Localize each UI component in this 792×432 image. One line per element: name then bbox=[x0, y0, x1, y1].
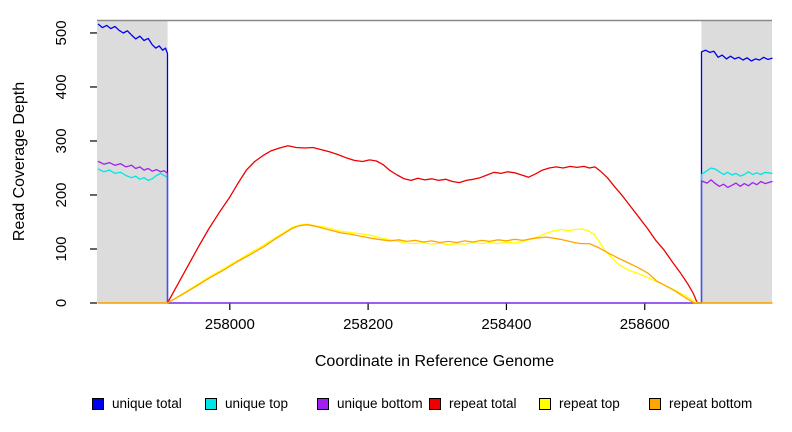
x-tick-label: 258600 bbox=[620, 316, 670, 333]
legend-item-repeat-bottom: repeat bottom bbox=[649, 396, 752, 412]
legend-item-repeat-total: repeat total bbox=[429, 396, 517, 412]
legend-label-unique-bottom: unique bottom bbox=[337, 396, 423, 411]
shaded-region-left bbox=[97, 20, 168, 303]
legend-swatch-unique-total bbox=[92, 398, 104, 410]
series-line-repeat-total bbox=[97, 145, 773, 304]
legend-label-repeat-top: repeat top bbox=[559, 396, 620, 411]
x-axis-title: Coordinate in Reference Genome bbox=[315, 353, 554, 370]
shaded-region-right bbox=[701, 20, 772, 303]
y-tick-label: 300 bbox=[53, 128, 70, 153]
x-tick-label: 258000 bbox=[205, 316, 255, 333]
legend-swatch-repeat-total bbox=[429, 398, 441, 410]
y-tick-label: 200 bbox=[53, 182, 70, 207]
y-tick-label: 0 bbox=[53, 299, 70, 307]
y-tick-label: 500 bbox=[53, 20, 70, 45]
legend-label-unique-top: unique top bbox=[225, 396, 289, 411]
x-tick-label: 258400 bbox=[481, 316, 531, 333]
y-tick-label: 400 bbox=[53, 74, 70, 99]
y-axis-title: Read Coverage Depth bbox=[11, 82, 28, 241]
legend: unique total unique top unique bottom repea… bbox=[0, 396, 792, 416]
series-line-repeat-bottom bbox=[97, 224, 773, 304]
legend-label-repeat-bottom: repeat bottom bbox=[669, 396, 753, 411]
legend-swatch-repeat-top bbox=[539, 398, 551, 410]
legend-item-unique-bottom: unique bottom bbox=[317, 396, 423, 412]
legend-item-unique-total: unique total bbox=[92, 396, 182, 412]
legend-label-unique-total: unique total bbox=[112, 396, 182, 411]
series-line-unique-total bbox=[97, 23, 773, 304]
legend-swatch-unique-top bbox=[205, 398, 217, 410]
legend-swatch-repeat-bottom bbox=[649, 398, 661, 410]
series-line-unique-bottom bbox=[97, 160, 773, 304]
series-line-repeat-top bbox=[97, 223, 773, 304]
legend-item-repeat-top: repeat top bbox=[539, 396, 620, 412]
legend-swatch-unique-bottom bbox=[317, 398, 329, 410]
y-tick-label: 100 bbox=[53, 236, 70, 261]
legend-label-repeat-total: repeat total bbox=[449, 396, 517, 411]
x-tick-label: 258200 bbox=[343, 316, 393, 333]
legend-item-unique-top: unique top bbox=[205, 396, 288, 412]
